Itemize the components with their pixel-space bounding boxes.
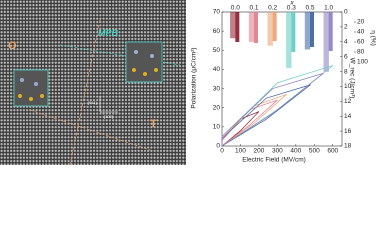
y2-tick-label: 12 <box>344 98 352 105</box>
eta-bar <box>291 12 296 52</box>
eta-tick-label: 40 <box>357 29 365 36</box>
phase-label: MPB <box>98 28 118 38</box>
eta-tick-label: 100 <box>357 59 368 66</box>
y2-tick-label: 6 <box>344 53 348 60</box>
loop <box>221 72 324 147</box>
y-tick-label: 20 <box>213 104 221 111</box>
w-rec-bar <box>304 11 311 50</box>
y-tick-label: 30 <box>213 85 221 92</box>
y-axis-title: Polarization (μC/cm²) <box>191 47 198 108</box>
top-tick-label: 0.1 <box>249 5 258 12</box>
axis-label: [011] <box>88 100 97 105</box>
y-tick-label: 50 <box>213 47 221 54</box>
x-tick-label: 0 <box>220 148 224 155</box>
plot-frame <box>221 11 343 147</box>
phase-label: T <box>150 118 157 130</box>
eta-bar <box>272 12 277 41</box>
w-rec-bar <box>286 11 292 69</box>
w-rec-bar <box>230 11 236 39</box>
y2-tick-label: 18 <box>344 143 352 150</box>
y-tick-label: 0 <box>216 143 220 150</box>
x-axis-title: Electric Field (MV/cm) <box>242 157 306 164</box>
eta-bar <box>254 12 258 43</box>
x-tick-label: 100 <box>235 148 246 155</box>
eta-bar <box>235 12 240 42</box>
x-tick-label: 400 <box>290 148 301 155</box>
x-tick-label: 300 <box>272 148 283 155</box>
w-rec-bar <box>267 11 273 46</box>
top-tick-label: 0.0 <box>231 5 240 12</box>
y2-axis-title: W_rec (J/cm³) <box>348 58 355 99</box>
eta-tick-label: 60 <box>357 39 365 46</box>
y-tick-label: 10 <box>213 124 221 131</box>
image-overlay <box>13 19 181 165</box>
phase-label: O <box>8 40 17 52</box>
y2-tick-label: 0 <box>344 9 348 16</box>
y2-tick-label: 10 <box>344 83 352 90</box>
top-tick-label: 0.3 <box>287 5 296 12</box>
w-rec-bar <box>323 11 329 72</box>
y2-tick-label: 4 <box>344 38 348 45</box>
y-tick-label: 40 <box>213 66 221 73</box>
axis-label: [100] <box>104 114 113 119</box>
chart: Polarization (μC/cm²) Electric Field (MV… <box>191 0 377 164</box>
figure: O MPB T [011] [100] Polarization (μC/cm²… <box>0 0 377 165</box>
x-tick-label: 500 <box>309 148 320 155</box>
microscopy-image: O MPB T [011] [100] <box>0 0 186 165</box>
x-tick-label: 600 <box>327 148 338 155</box>
w-rec-bar <box>248 11 255 42</box>
y2-tick-label: 14 <box>344 113 352 120</box>
y2-tick-label: 16 <box>344 128 352 135</box>
loop <box>221 111 260 147</box>
eta-bar <box>310 12 314 47</box>
eta-tick-label: 20 <box>357 19 365 26</box>
y2-tick-label: 8 <box>344 68 348 75</box>
y-tick-label: 70 <box>213 9 221 16</box>
top-tick-label: 0.5 <box>305 5 314 12</box>
top-tick-label: 0.2 <box>268 5 277 12</box>
eta-bar <box>328 12 333 51</box>
eta-axis-title: η (%) <box>369 30 376 46</box>
x-tick-label: 200 <box>253 148 264 155</box>
top-tick-label: 1.0 <box>324 5 333 12</box>
y-tick-label: 60 <box>213 28 221 35</box>
y2-tick-label: 2 <box>344 24 348 31</box>
eta-tick-label: 80 <box>357 49 365 56</box>
top-axis-title: x <box>289 0 294 7</box>
